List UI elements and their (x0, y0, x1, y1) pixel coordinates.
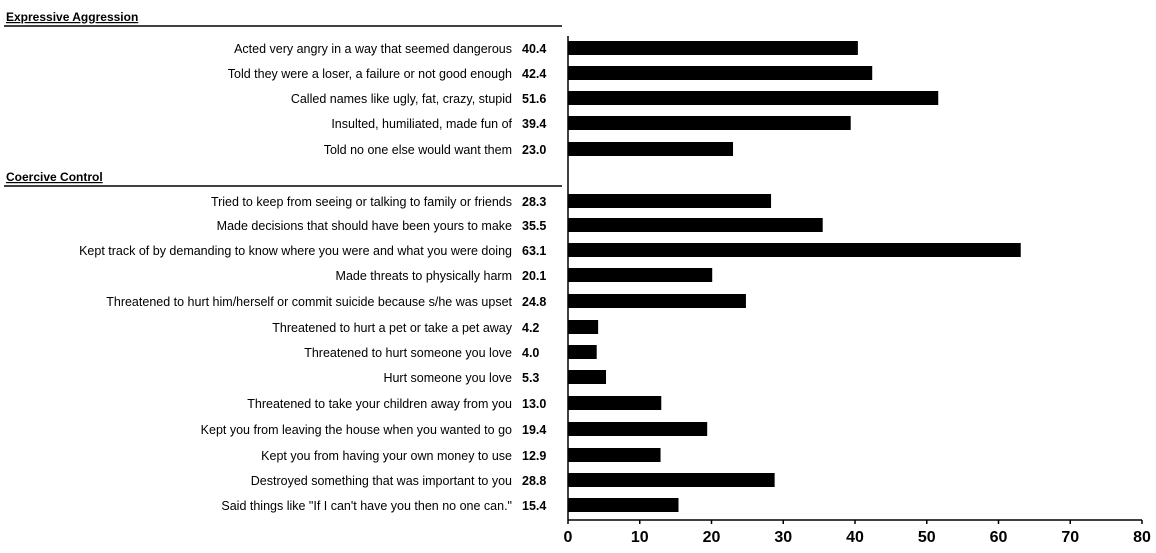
bar (568, 218, 823, 232)
value-label: 20.1 (522, 269, 546, 283)
bar (568, 91, 939, 105)
x-tick-label: 80 (1133, 529, 1151, 546)
category-label: Acted very angry in a way that seemed da… (234, 42, 512, 56)
value-label: 13.0 (522, 397, 546, 411)
category-label: Hurt someone you love (383, 371, 512, 385)
category-label: Said things like "If I can't have you th… (221, 499, 512, 513)
value-label: 40.4 (522, 42, 546, 56)
bar (568, 320, 599, 334)
value-label: 35.5 (522, 219, 546, 233)
bar (568, 473, 775, 487)
value-label: 24.8 (522, 295, 546, 309)
category-label: Kept you from leaving the house when you… (201, 423, 512, 437)
bar (568, 243, 1021, 257)
value-label: 15.4 (522, 499, 546, 513)
bar (568, 396, 662, 410)
value-label: 28.3 (522, 195, 546, 209)
category-label: Told no one else would want them (324, 143, 512, 157)
category-label: Destroyed something that was important t… (251, 474, 512, 488)
value-label: 19.4 (522, 423, 546, 437)
group-header-0: Expressive Aggression (6, 10, 138, 24)
value-label: 5.3 (522, 371, 539, 385)
x-tick-label: 60 (990, 529, 1008, 546)
category-label: Threatened to take your children away fr… (247, 397, 512, 411)
value-label: 4.2 (522, 321, 539, 335)
bar (568, 294, 746, 308)
x-tick-label: 40 (846, 529, 864, 546)
x-tick-label: 20 (703, 529, 721, 546)
value-label: 51.6 (522, 92, 546, 106)
category-label: Insulted, humiliated, made fun of (331, 117, 512, 131)
category-label: Threatened to hurt him/herself or commit… (106, 295, 512, 309)
value-label: 23.0 (522, 143, 546, 157)
value-label: 4.0 (522, 346, 539, 360)
value-label: 63.1 (522, 244, 546, 258)
bar (568, 142, 734, 156)
category-label: Tried to keep from seeing or talking to … (211, 195, 512, 209)
value-label: 39.4 (522, 117, 546, 131)
x-tick-label: 0 (564, 529, 573, 546)
x-tick-label: 70 (1061, 529, 1079, 546)
category-label: Threatened to hurt someone you love (304, 346, 512, 360)
value-label: 42.4 (522, 67, 546, 81)
category-label: Kept track of by demanding to know where… (79, 244, 512, 258)
bar (568, 448, 661, 462)
category-label: Made threats to physically harm (336, 269, 512, 283)
bar (568, 116, 851, 130)
value-label: 28.8 (522, 474, 546, 488)
bar (568, 345, 597, 359)
bar (568, 268, 713, 282)
bar (568, 422, 708, 436)
bar (568, 370, 607, 384)
bar (568, 194, 772, 208)
bar (568, 66, 873, 80)
category-label: Threatened to hurt a pet or take a pet a… (272, 321, 512, 335)
category-label: Kept you from having your own money to u… (261, 449, 512, 463)
value-label: 12.9 (522, 449, 546, 463)
bar (568, 41, 858, 55)
bar (568, 498, 679, 512)
category-label: Told they were a loser, a failure or not… (228, 67, 512, 81)
category-label: Called names like ugly, fat, crazy, stup… (291, 92, 512, 106)
category-label: Made decisions that should have been you… (217, 219, 512, 233)
x-tick-label: 10 (631, 529, 649, 546)
x-tick-label: 30 (774, 529, 792, 546)
group-header-1: Coercive Control (6, 170, 103, 184)
x-tick-label: 50 (918, 529, 936, 546)
